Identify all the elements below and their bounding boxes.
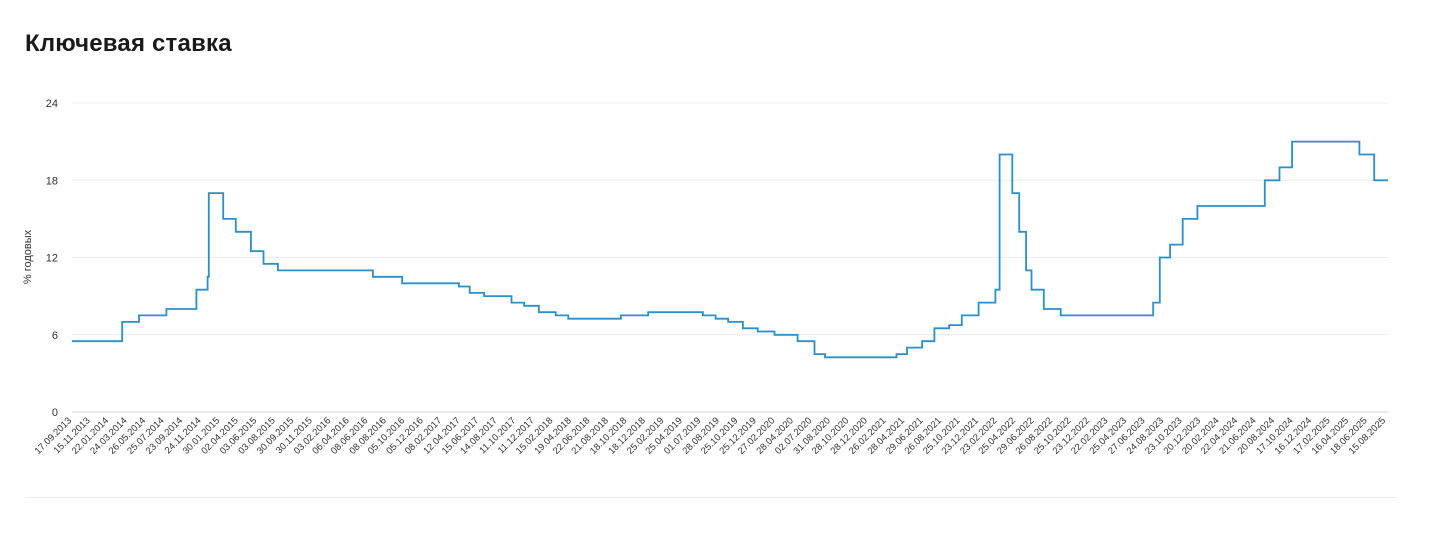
- y-axis-ticks: 0 6 12 18 24: [46, 98, 58, 419]
- grid-lines: [72, 102, 1388, 336]
- y-tick-label: 18: [46, 175, 58, 187]
- y-tick-label: 12: [46, 253, 58, 265]
- x-axis-ticks: 17.09.201315.11.201322.01.201424.03.2014…: [33, 415, 1388, 456]
- bottom-divider: [25, 497, 1398, 498]
- y-tick-label: 0: [52, 407, 58, 419]
- page-title: Ключевая ставка: [25, 30, 232, 57]
- y-axis-label: % годовых: [22, 229, 34, 284]
- key-rate-series-line: [72, 140, 1388, 359]
- y-tick-label: 24: [46, 98, 58, 110]
- y-tick-label: 6: [52, 330, 58, 342]
